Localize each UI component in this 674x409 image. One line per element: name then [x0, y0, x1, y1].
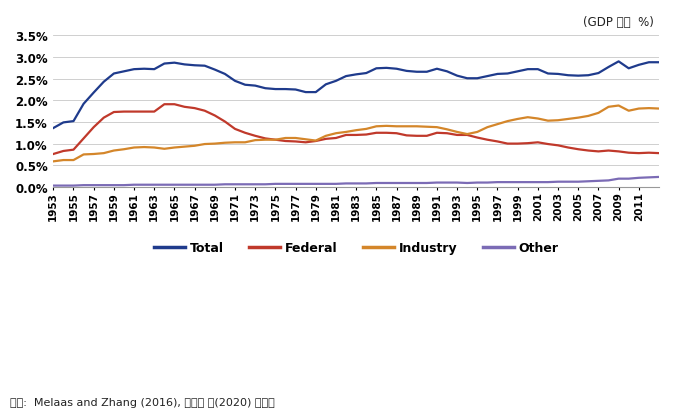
Other — [574, 180, 582, 185]
Other — [372, 181, 380, 186]
Industry — [412, 124, 421, 129]
Total — [655, 61, 663, 65]
Total — [262, 87, 270, 92]
Total — [574, 74, 582, 79]
Federal — [272, 138, 280, 143]
Legend: Total, Federal, Industry, Other: Total, Federal, Industry, Other — [148, 237, 563, 260]
Federal — [423, 134, 431, 139]
Line: Total: Total — [53, 62, 659, 129]
Federal — [655, 151, 663, 156]
Total — [372, 67, 380, 72]
Federal — [382, 131, 390, 136]
Other — [655, 175, 663, 180]
Industry — [655, 107, 663, 112]
Line: Federal: Federal — [53, 105, 659, 155]
Federal — [181, 105, 189, 110]
Total — [191, 64, 199, 69]
Other — [171, 183, 179, 188]
Other — [49, 184, 57, 189]
Line: Industry: Industry — [53, 106, 659, 162]
Industry — [574, 116, 582, 121]
Industry — [191, 144, 199, 149]
Other — [262, 182, 270, 187]
Total — [615, 60, 623, 65]
Industry — [615, 104, 623, 109]
Text: (GDP 대비  %): (GDP 대비 %) — [583, 16, 654, 29]
Federal — [201, 109, 209, 114]
Other — [191, 183, 199, 188]
Industry — [171, 146, 179, 151]
Total — [412, 70, 421, 75]
Other — [412, 181, 421, 186]
Industry — [372, 124, 380, 129]
Industry — [262, 138, 270, 143]
Federal — [584, 149, 592, 154]
Total — [49, 126, 57, 131]
Text: 자료:  Melaas and Zhang (2016), 정세은 외(2020) 재인용: 자료: Melaas and Zhang (2016), 정세은 외(2020)… — [10, 397, 275, 407]
Federal — [49, 152, 57, 157]
Industry — [49, 160, 57, 164]
Total — [171, 61, 179, 66]
Federal — [160, 103, 168, 108]
Line: Other: Other — [53, 178, 659, 186]
